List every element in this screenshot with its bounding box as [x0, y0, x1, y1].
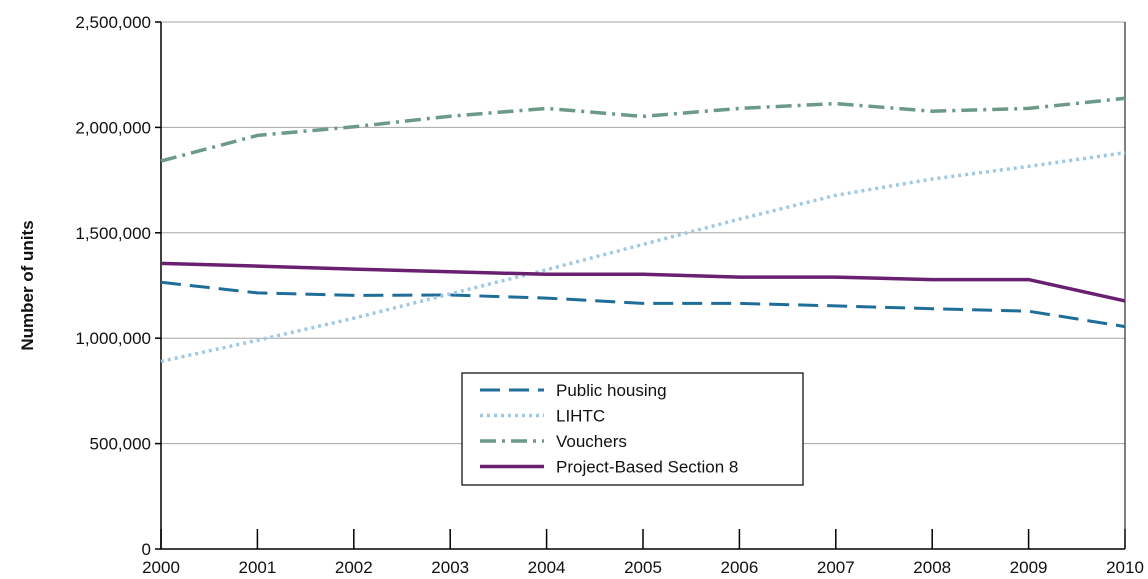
y-tick-labels: 0 500,000 1,000,000 1,500,000 2,000,000 2,500… [75, 13, 161, 559]
x-tick-label: 2007 [817, 558, 855, 577]
x-tick-label: 2009 [1010, 558, 1048, 577]
x-tick-label: 2000 [142, 558, 180, 577]
legend-label: Vouchers [556, 432, 627, 451]
x-ticks: 2000 2001 2002 2003 2004 2005 2006 2007 2008 2009… [142, 529, 1144, 577]
x-tick-label: 2008 [913, 558, 951, 577]
y-axis-title: Number of units [18, 220, 37, 350]
gridlines [161, 21, 1125, 445]
x-tick-label: 2001 [238, 558, 276, 577]
y-tick-label: 2,000,000 [75, 118, 151, 137]
y-tick-label: 0 [142, 540, 151, 559]
legend-label: LIHTC [556, 407, 605, 426]
legend: Public housing LIHTC Vouchers Project-Based… [461, 372, 804, 486]
legend-label: Public housing [556, 381, 667, 400]
y-tick-label: 500,000 [90, 435, 151, 454]
x-tick-label: 2002 [335, 558, 373, 577]
x-tick-label: 2003 [431, 558, 469, 577]
series-line-public-housing [160, 280, 1126, 329]
x-tick-label: 2006 [720, 558, 758, 577]
series-lines [160, 96, 1126, 364]
series-line-project-based-section-8 [160, 261, 1126, 303]
legend-label: Project-Based Section 8 [556, 458, 738, 477]
y-tick-label: 2,500,000 [75, 13, 151, 32]
series-line-lihtc [160, 150, 1126, 364]
series-line-vouchers [160, 96, 1126, 163]
y-tick-label: 1,000,000 [75, 329, 151, 348]
x-tick-label: 2005 [624, 558, 662, 577]
x-tick-label: 2004 [528, 558, 566, 577]
x-tick-label: 2010 [1106, 558, 1144, 577]
y-tick-label: 1,500,000 [75, 224, 151, 243]
